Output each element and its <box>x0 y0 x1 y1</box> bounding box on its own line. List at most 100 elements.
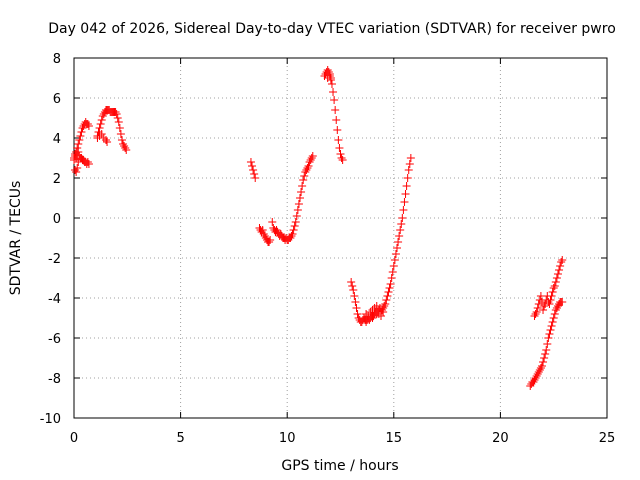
data-point <box>299 176 308 184</box>
data-point <box>400 198 409 206</box>
data-point <box>101 136 110 144</box>
x-tick-label: 10 <box>279 431 296 446</box>
data-point <box>75 136 84 144</box>
data-point <box>539 358 548 366</box>
data-point <box>305 158 314 166</box>
data-point <box>121 144 130 152</box>
chart-title: Day 042 of 2026, Sidereal Day-to-day VTE… <box>48 21 616 37</box>
data-point <box>248 162 257 170</box>
data-point <box>534 368 543 376</box>
data-point <box>401 190 410 198</box>
data-point <box>84 122 93 130</box>
y-tick-label: -2 <box>48 252 61 267</box>
data-point <box>297 188 306 196</box>
data-point <box>399 206 408 214</box>
data-point <box>397 220 406 228</box>
data-point <box>116 130 125 138</box>
data-point <box>266 236 275 244</box>
data-point <box>544 298 553 306</box>
data-point <box>98 112 107 120</box>
x-tick-label: 15 <box>386 431 403 446</box>
data-point <box>72 168 81 176</box>
data-point <box>120 142 129 150</box>
data-point <box>259 230 268 238</box>
data-point <box>250 170 259 178</box>
y-tick-label: -6 <box>48 332 61 347</box>
data-point <box>381 300 390 308</box>
data-point <box>70 156 78 164</box>
data-point <box>97 116 106 124</box>
data-point <box>103 138 112 146</box>
data-point <box>549 314 558 322</box>
data-point <box>335 144 344 152</box>
data-point <box>389 262 398 270</box>
data-point <box>557 258 566 266</box>
data-point <box>531 310 540 318</box>
data-point <box>95 132 104 140</box>
data-point <box>551 306 560 314</box>
data-point <box>382 296 391 304</box>
data-point <box>79 156 88 164</box>
data-point <box>336 150 345 158</box>
data-point <box>324 68 333 76</box>
y-tick-label: 8 <box>53 52 61 67</box>
data-point <box>94 128 103 136</box>
data-point <box>362 310 371 318</box>
data-point <box>74 140 83 148</box>
data-point <box>368 314 377 322</box>
data-point <box>368 306 377 314</box>
data-point <box>77 154 86 162</box>
data-point <box>284 236 293 244</box>
data-point <box>540 354 549 362</box>
data-point <box>83 120 92 128</box>
data-point <box>370 304 379 312</box>
data-point <box>545 330 554 338</box>
data-point <box>268 218 277 226</box>
data-point <box>330 96 339 104</box>
data-point <box>71 166 80 174</box>
data-point <box>552 274 561 282</box>
data-point <box>249 166 258 174</box>
data-point <box>251 174 260 182</box>
data-point <box>550 310 559 318</box>
data-series <box>246 158 260 182</box>
data-point <box>548 288 557 296</box>
x-tick-label: 25 <box>599 431 616 446</box>
data-point <box>385 284 394 292</box>
data-series <box>526 298 567 390</box>
data-point <box>403 174 412 182</box>
y-tick-label: 0 <box>53 212 61 227</box>
data-point <box>73 144 82 152</box>
data-point <box>347 278 356 286</box>
data-point <box>303 164 312 172</box>
data-point <box>374 310 383 318</box>
data-point <box>105 106 114 114</box>
data-series <box>347 154 415 326</box>
data-point <box>383 292 392 300</box>
data-point <box>546 296 555 304</box>
data-point <box>304 162 313 170</box>
data-point <box>334 136 343 144</box>
data-point <box>288 230 297 238</box>
data-point <box>380 302 389 310</box>
data-point <box>300 172 309 180</box>
data-point <box>379 308 388 316</box>
data-point <box>269 224 278 232</box>
data-point <box>365 316 374 324</box>
data-point <box>405 160 414 168</box>
data-point <box>350 292 359 300</box>
data-point <box>552 304 561 312</box>
data-point <box>272 226 281 234</box>
data-point <box>290 222 299 230</box>
data-point <box>539 306 548 314</box>
data-point <box>532 308 541 316</box>
data-point <box>349 286 358 294</box>
data-point <box>545 300 554 308</box>
data-point <box>395 232 404 240</box>
x-tick-label: 0 <box>70 431 78 446</box>
data-point <box>97 130 106 138</box>
data-point <box>530 376 539 384</box>
data-point <box>542 346 551 354</box>
data-point <box>326 76 335 84</box>
data-point <box>289 226 298 234</box>
